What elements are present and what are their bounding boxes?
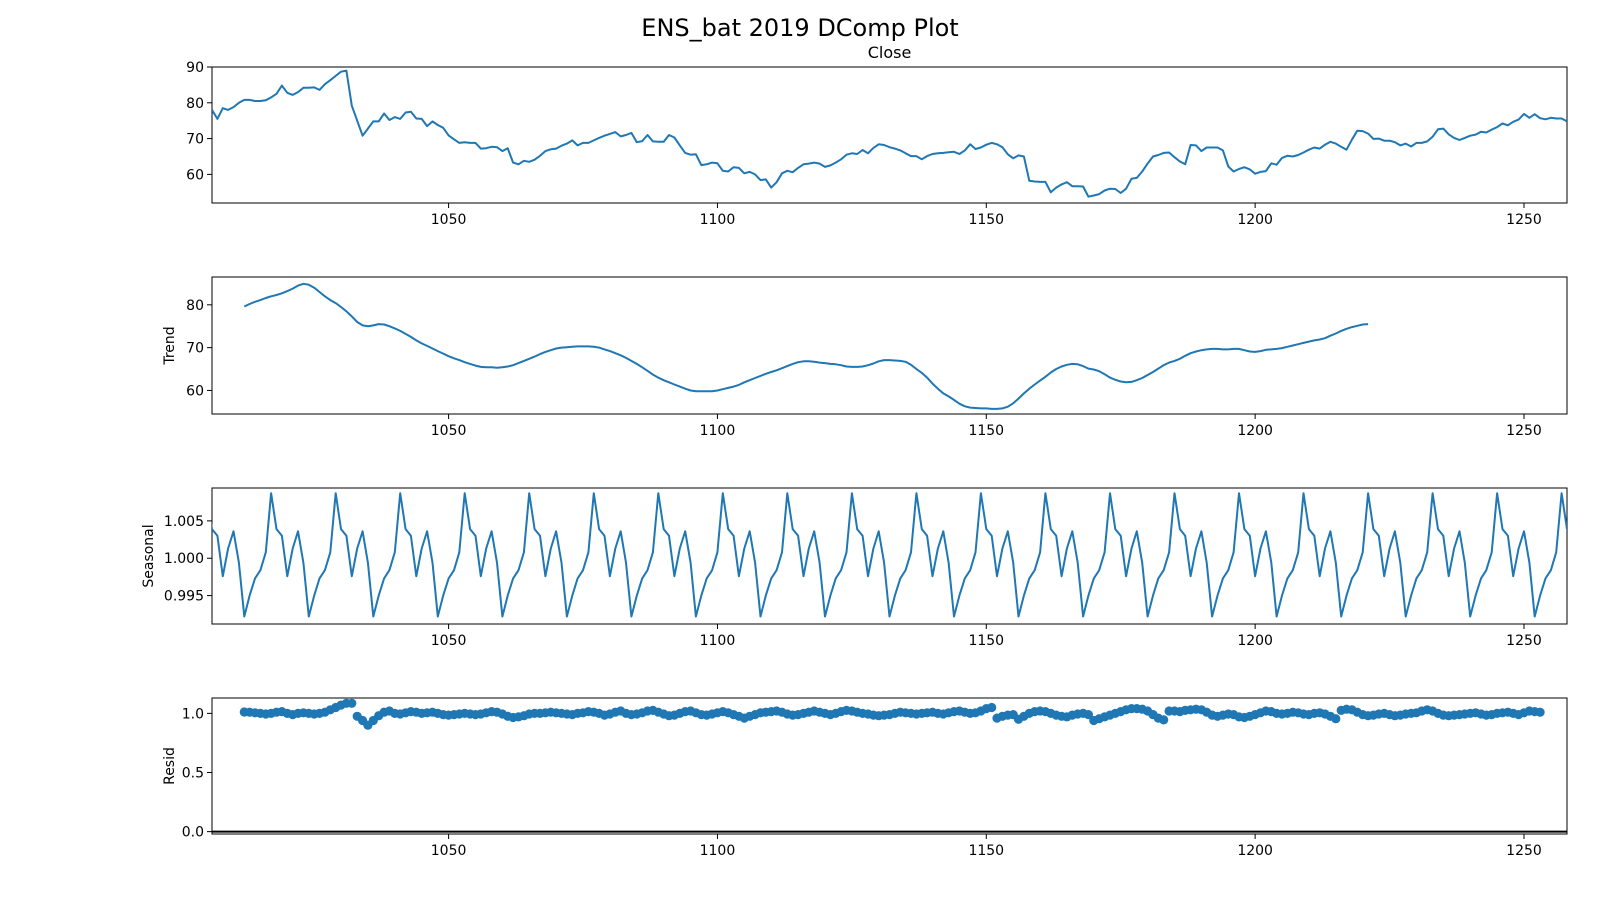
resid-point — [1535, 707, 1545, 717]
y-tick-label: 0.995 — [164, 589, 204, 605]
x-tick-label: 1050 — [431, 843, 467, 859]
x-tick-label: 1100 — [700, 633, 736, 649]
panel-trend: Trend 1050 1100 1150 1200 1250 60 70 80 — [162, 276, 1568, 439]
axes-frame — [211, 697, 1568, 835]
close-line — [212, 69, 1567, 198]
axes-frame — [211, 66, 1568, 204]
y-tick-label: 70 — [186, 132, 204, 148]
x-tick-label: 1150 — [968, 423, 1004, 439]
x-tick-label: 1100 — [700, 423, 736, 439]
x-tick-label: 1200 — [1237, 633, 1273, 649]
x-tick-label: 1150 — [968, 633, 1004, 649]
trend-line — [243, 282, 1369, 410]
series — [243, 282, 1369, 410]
y-tick-label: 1.0 — [182, 706, 204, 722]
y-axis-label: Trend — [162, 326, 178, 365]
resid-point — [347, 698, 357, 708]
x-tick-label: 1050 — [431, 212, 467, 228]
x-tick-label: 1200 — [1237, 843, 1273, 859]
panel-close: Close 1050 1100 1150 1200 1250 60 70 80 90 — [186, 43, 1568, 228]
figure-title: ENS_bat 2019 DComp Plot — [641, 14, 958, 42]
resid-point — [987, 702, 997, 713]
y-tick-label: 0.5 — [182, 766, 204, 782]
x-tick-label: 1150 — [968, 843, 1004, 859]
y-tick-label: 80 — [186, 298, 204, 314]
y-axis-label: Seasonal — [141, 524, 157, 587]
x-tick-label: 1050 — [431, 633, 467, 649]
y-tick-label: 0.0 — [182, 825, 204, 841]
panel-seasonal: Seasonal 1050 1100 1150 1200 1250 0.995 1.000 1.… — [141, 487, 1568, 649]
x-tick-label: 1250 — [1506, 633, 1542, 649]
panels: Close 1050 1100 1150 1200 1250 60 70 80 90 Trend 10… — [141, 43, 1568, 859]
seasonal-line — [212, 492, 1567, 618]
x-tick-label: 1250 — [1506, 843, 1542, 859]
x-tick-label: 1200 — [1237, 423, 1273, 439]
x-tick-label: 1050 — [431, 423, 467, 439]
panel-title: Close — [868, 43, 912, 62]
x-tick-label: 1150 — [968, 212, 1004, 228]
x-tick-label: 1100 — [700, 212, 736, 228]
x-tick-label: 1250 — [1506, 212, 1542, 228]
series — [212, 492, 1567, 618]
y-tick-label: 80 — [186, 96, 204, 112]
x-tick-label: 1250 — [1506, 423, 1542, 439]
resid-point — [1331, 714, 1341, 724]
y-tick-label: 90 — [186, 60, 204, 76]
y-tick-label: 1.005 — [164, 514, 204, 530]
x-tick-label: 1100 — [700, 843, 736, 859]
axes-frame — [211, 276, 1568, 415]
y-tick-label: 60 — [186, 383, 204, 399]
resid-point — [1083, 710, 1093, 720]
y-tick-label: 70 — [186, 341, 204, 357]
y-tick-label: 60 — [186, 167, 204, 183]
x-tick-label: 1200 — [1237, 212, 1273, 228]
y-axis-label: Resid — [162, 747, 178, 785]
axes-frame — [211, 487, 1568, 625]
series — [212, 69, 1567, 198]
panel-resid: Resid 1050 1100 1150 1200 1250 0.0 0.5 1.0 — [162, 697, 1568, 859]
resid-point — [1159, 715, 1169, 725]
series — [212, 698, 1567, 833]
y-tick-label: 1.000 — [164, 551, 204, 567]
